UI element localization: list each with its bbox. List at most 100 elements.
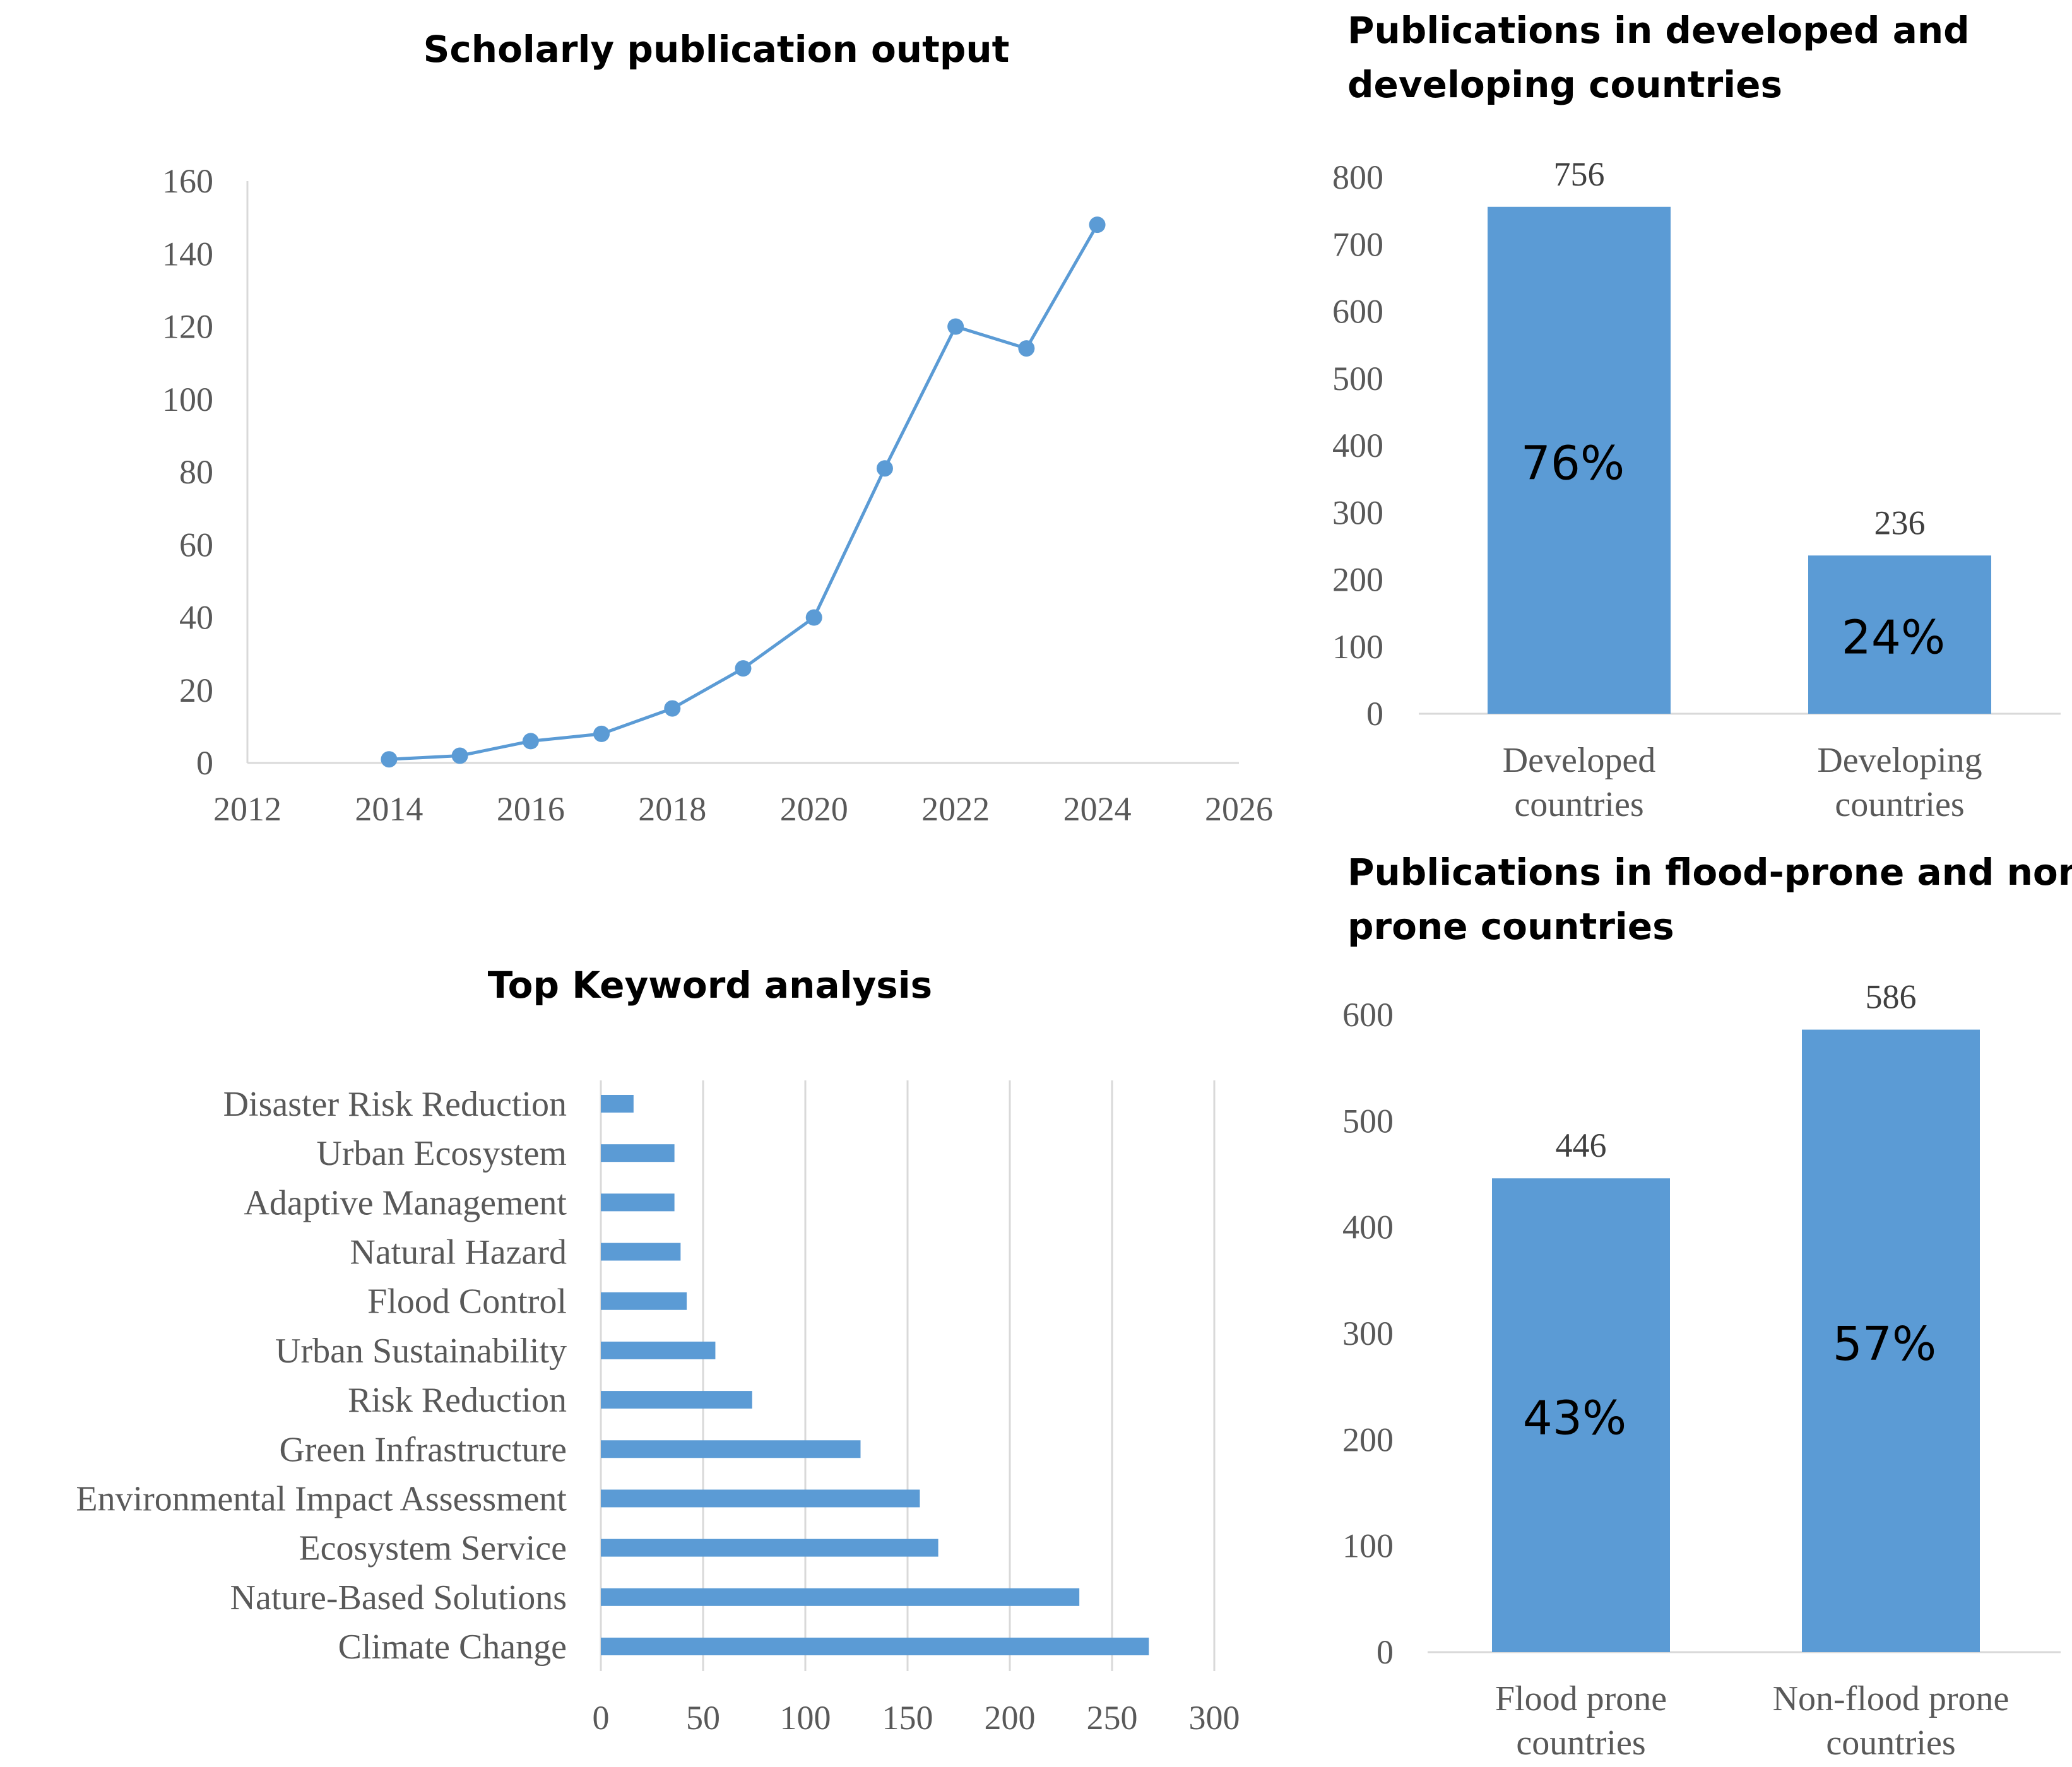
developed-category-label: countries [1514,785,1643,824]
developed-y-tick-label: 700 [1332,225,1383,263]
keyword-x-tick-label: 150 [882,1699,933,1737]
keyword-label: Nature-Based Solutions [230,1578,567,1617]
keyword-x-tick-label: 0 [593,1699,610,1737]
developed-y-tick-label: 800 [1332,158,1383,196]
developed-chart: Publications in developed and developing … [1332,9,2061,824]
keyword-label: Natural Hazard [350,1233,567,1272]
keyword-bar [601,1539,938,1557]
developed-value-label: 236 [1874,504,1926,541]
flood-category-label: Non-flood prone [1773,1679,2010,1718]
flood-y-tick-label: 500 [1342,1102,1394,1140]
keyword-label: Urban Sustainability [275,1332,567,1371]
keyword-bar [601,1095,634,1113]
keyword-label: Green Infrastructure [279,1430,567,1469]
keyword-label: Flood Control [367,1282,567,1321]
keyword-bar [601,1144,675,1162]
flood-y-tick-label: 600 [1342,996,1394,1034]
developed-title-line: Publications in developed and [1347,9,1970,52]
line-y-tick-label: 120 [162,308,213,346]
publication-data-point [451,747,468,764]
flood-category-label: countries [1826,1723,1955,1763]
keyword-chart-title: Top Keyword analysis [488,964,932,1007]
keyword-label: Climate Change [338,1628,567,1667]
developed-percent-label: 76% [1521,436,1625,490]
flood-y-tick-label: 400 [1342,1209,1394,1246]
line-y-tick-label: 80 [179,453,213,491]
line-x-tick-label: 2016 [497,790,565,828]
flood-bar [1802,1029,1980,1652]
flood-value-label: 586 [1866,978,1917,1016]
keyword-label: Ecosystem Service [299,1529,567,1568]
flood-title-line: prone countries [1347,905,1674,948]
line-chart-title: Scholarly publication output [423,28,1010,71]
line-y-tick-label: 160 [162,162,213,200]
flood-category-label: Flood prone [1495,1679,1667,1718]
line-y-tick-label: 40 [179,599,213,637]
flood-y-tick-label: 100 [1342,1527,1394,1565]
developed-category-label: Developing [1817,741,1982,780]
developed-title-line: developing countries [1347,63,1782,106]
developed-y-tick-label: 400 [1332,427,1383,464]
keyword-label: Adaptive Management [244,1183,567,1222]
publication-data-point [664,700,681,717]
developed-y-tick-label: 200 [1332,561,1383,599]
publication-data-point [381,751,398,768]
keyword-chart: Top Keyword analysis 0 50 100 150 200 250 300 Di… [76,964,1240,1737]
line-y-tick-label: 0 [196,744,213,782]
keyword-bar [601,1243,681,1261]
flood-chart: Publications in flood-prone and non prone… [1342,851,2072,1763]
developed-percent-label: 24% [1842,611,1945,665]
line-x-tick-label: 2020 [780,790,848,828]
keyword-x-tick-label: 100 [780,1699,831,1737]
developed-bar [1808,555,1991,714]
publication-data-point [876,460,893,477]
publication-data-point [593,725,610,742]
line-y-tick-label: 60 [179,526,213,564]
publication-data-point [1089,216,1106,233]
keyword-bar [601,1440,861,1458]
developed-y-tick-label: 500 [1332,360,1383,398]
keyword-x-tick-label: 200 [985,1699,1036,1737]
line-y-tick-label: 100 [162,381,213,418]
line-x-tick-label: 2014 [355,790,423,828]
flood-y-tick-label: 300 [1342,1315,1394,1352]
publication-data-point [947,318,964,335]
keyword-bar [601,1588,1080,1606]
line-x-tick-label: 2024 [1063,790,1132,828]
keyword-label: Environmental Impact Assessment [76,1479,567,1518]
publication-data-point [1018,340,1035,357]
flood-value-label: 446 [1556,1126,1607,1164]
keyword-bar [601,1193,675,1212]
line-x-tick-label: 2026 [1205,790,1273,828]
line-x-tick-label: 2022 [921,790,990,828]
flood-percent-label: 43% [1523,1392,1626,1446]
flood-percent-label: 57% [1833,1317,1936,1371]
publication-data-point [805,609,822,626]
flood-category-label: countries [1516,1723,1645,1763]
developed-y-tick-label: 100 [1332,628,1383,666]
developed-value-label: 756 [1554,155,1605,193]
keyword-bar [601,1391,752,1409]
flood-bar [1492,1178,1670,1652]
keyword-bar [601,1489,920,1508]
line-chart: Scholarly publication output 0 20 40 60 80 100… [162,28,1273,828]
keyword-bar [601,1292,687,1310]
keyword-bar [601,1341,716,1359]
publication-data-point [522,733,539,750]
keyword-x-tick-label: 300 [1189,1699,1240,1737]
developed-y-tick-label: 600 [1332,293,1383,331]
flood-y-tick-label: 0 [1376,1633,1394,1671]
keyword-bar [601,1638,1149,1655]
flood-title-line: Publications in flood-prone and non [1347,851,2072,894]
line-y-tick-label: 20 [179,671,213,709]
keyword-label: Risk Reduction [348,1381,567,1420]
keyword-x-tick-label: 250 [1087,1699,1138,1737]
keyword-x-tick-label: 50 [686,1699,720,1737]
publication-series-line [389,223,1099,761]
line-x-tick-label: 2012 [213,790,281,828]
developed-category-label: countries [1835,785,1964,824]
keyword-label: Disaster Risk Reduction [223,1085,567,1124]
developed-y-tick-label: 0 [1366,695,1383,733]
developed-category-label: Developed [1503,741,1656,780]
